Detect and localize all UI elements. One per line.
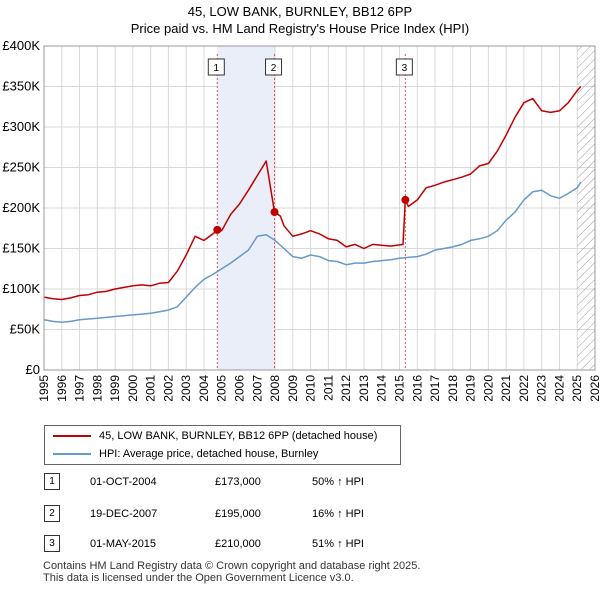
x-tick-label: 2020 (481, 375, 495, 402)
y-tick-label: £200K (2, 200, 40, 215)
transaction-marker-3: 3 (44, 535, 60, 552)
x-tick-label: 2024 (552, 375, 566, 402)
legend-price: 45, LOW BANK, BURNLEY, BB12 6PP (detache… (53, 428, 377, 444)
legend-price-label: 45, LOW BANK, BURNLEY, BB12 6PP (detache… (99, 430, 378, 442)
sale-label-box (395, 58, 413, 76)
transaction-hpi-1: 50% ↑ HPI (312, 476, 364, 488)
chart-plot: 1 2 3 £0 £50K £100K £150K £200K £250K £300K £350K… (2, 38, 600, 402)
x-tick-label: 2021 (499, 375, 513, 402)
plot-frame (43, 45, 596, 371)
x-tick-label: 2013 (357, 375, 371, 402)
sale-point (213, 225, 222, 234)
y-tick-label: £0 (26, 362, 40, 377)
transaction-marker-1: 1 (44, 473, 60, 490)
legend-hpi-label: HPI: Average price, detached house, Burn… (99, 448, 319, 460)
x-tick-label: 1995 (37, 375, 51, 402)
x-tick-label: 1996 (55, 375, 69, 402)
price-paid-line (43, 86, 582, 301)
transaction-date-1: 01-OCT-2004 (90, 476, 157, 488)
sale-label-box (207, 58, 225, 76)
x-tick-label: 2017 (428, 375, 442, 402)
x-tick-label: 2009 (286, 375, 300, 402)
x-tick-label: 1997 (73, 375, 87, 402)
sale-label: 3 (402, 63, 408, 74)
forecast-hatch (577, 46, 595, 370)
sale-point (401, 195, 410, 204)
y-tick-label: £100K (2, 281, 40, 296)
transaction-date-2: 19-DEC-2007 (90, 508, 158, 520)
chart-title-line2: Price paid vs. HM Land Registry's House … (130, 21, 470, 36)
x-tick-label: 2022 (517, 375, 531, 402)
x-tick-label: 2002 (161, 375, 175, 402)
x-tick-label: 2026 (588, 375, 600, 402)
footer-license: This data is licensed under the Open Gov… (43, 572, 354, 584)
x-tick-label: 2018 (446, 375, 460, 402)
hpi-line (43, 181, 582, 323)
y-tick-label: £50K (10, 322, 41, 337)
transaction-date-3: 01-MAY-2015 (90, 538, 157, 550)
transaction-marker-2: 2 (44, 505, 60, 522)
transaction-price-3: £210,000 (215, 538, 261, 550)
x-tick-label: 1999 (108, 375, 122, 402)
y-tick-label: £300K (2, 119, 40, 134)
x-tick-label: 2006 (233, 375, 247, 402)
transaction-hpi-2: 16% ↑ HPI (312, 508, 364, 520)
shaded-period (217, 46, 275, 370)
x-tick-label: 2007 (250, 375, 264, 402)
footer: Contains HM Land Registry data © Crown c… (43, 560, 420, 584)
transaction-price-1: £173,000 (215, 476, 261, 488)
x-tick-label: 1998 (90, 375, 104, 402)
legend: 45, LOW BANK, BURNLEY, BB12 6PP (detache… (44, 425, 401, 465)
sale-label-box (265, 58, 283, 76)
y-tick-label: £350K (2, 79, 40, 94)
sale-point (270, 208, 279, 217)
footer-copyright: Contains HM Land Registry data © Crown c… (43, 560, 421, 572)
x-tick-label: 2015 (392, 375, 406, 402)
x-tick-label: 2023 (535, 375, 549, 402)
sale-label: 2 (271, 63, 277, 74)
x-tick-label: 2005 (215, 375, 229, 402)
y-tick-label: £150K (2, 241, 40, 256)
sale-label: 1 (214, 63, 220, 74)
chart-title-line1: 45, LOW BANK, BURNLEY, BB12 6PP (187, 4, 413, 19)
legend-hpi: HPI: Average price, detached house, Burn… (53, 446, 318, 462)
legend-price-swatch (53, 435, 91, 437)
x-tick-label: 2014 (375, 375, 389, 402)
x-tick-label: 2012 (339, 375, 353, 402)
y-tick-label: £250K (2, 160, 40, 175)
x-tick-label: 2008 (268, 375, 282, 402)
x-tick-label: 2016 (410, 375, 424, 402)
x-tick-label: 2001 (144, 375, 158, 402)
x-tick-label: 2019 (464, 375, 478, 402)
transaction-price-2: £195,000 (215, 508, 261, 520)
legend-hpi-swatch (53, 453, 91, 455)
x-tick-label: 2004 (197, 375, 211, 402)
x-tick-label: 2000 (126, 375, 140, 402)
transaction-hpi-3: 51% ↑ HPI (312, 538, 364, 550)
x-tick-label: 2003 (179, 375, 193, 402)
y-tick-label: £400K (2, 38, 40, 53)
x-tick-label: 2010 (304, 375, 318, 402)
x-tick-label: 2025 (570, 375, 584, 402)
x-tick-label: 2011 (321, 375, 335, 401)
